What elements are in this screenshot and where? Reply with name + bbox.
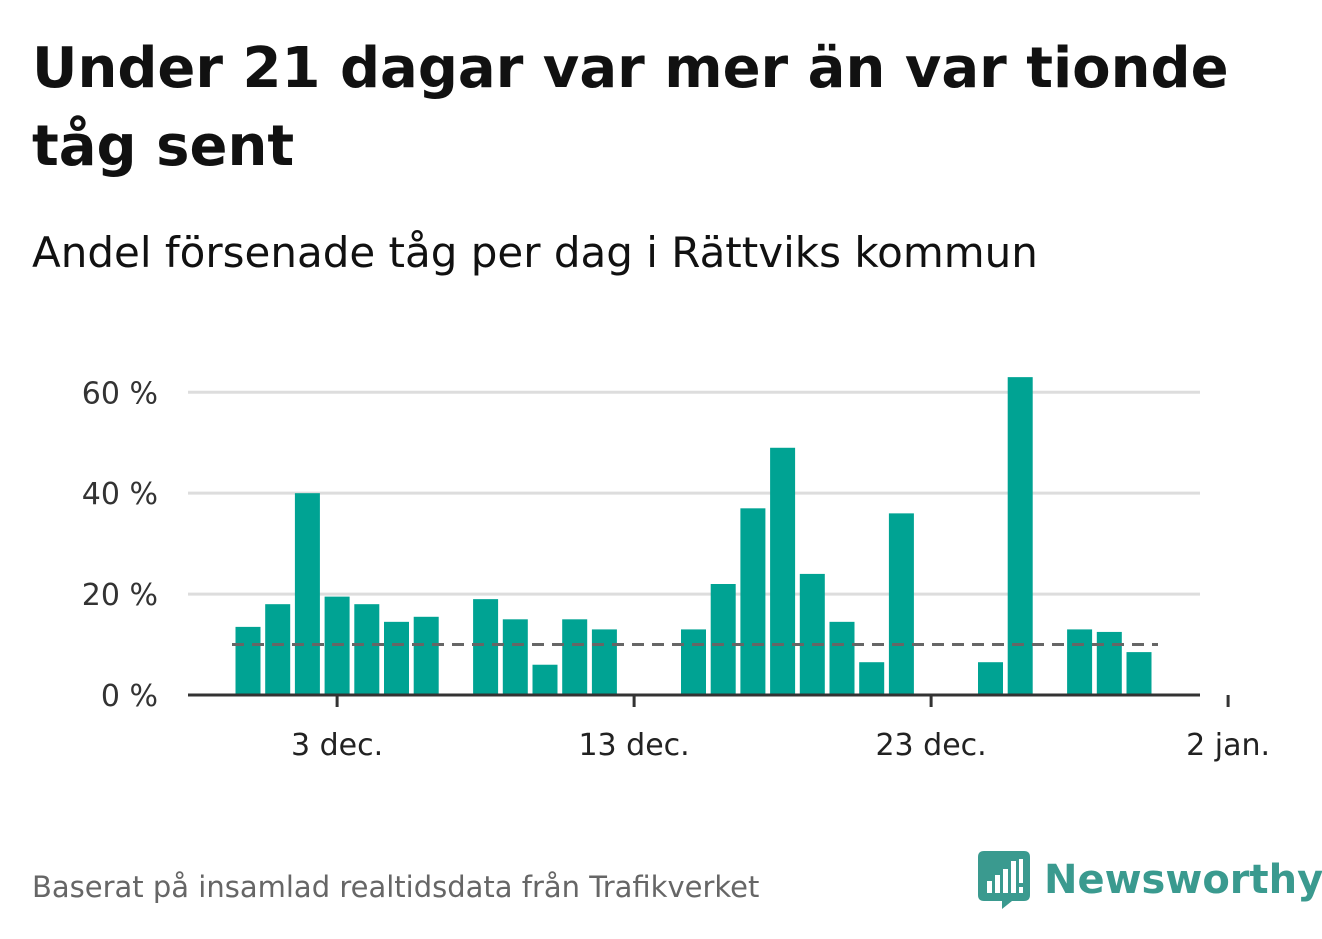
x-tick-label: 13 dec. [578,728,689,763]
bar [473,599,499,695]
bar [532,664,558,695]
brand-name: Newsworthy [1044,857,1322,903]
gridlines [188,390,1200,596]
bar [413,616,439,695]
bar [562,619,588,695]
x-axis-labels: 3 dec. 13 dec. 23 dec. 2 jan. [291,728,1270,763]
bars [235,377,1152,695]
bar [740,508,766,695]
bar [1096,631,1122,695]
y-tick-label: 60 % [82,376,158,411]
bar-chart: 0 % 20 % 40 % 60 % 3 dec. 13 dec. 23 dec. 2 ja… [82,376,1270,763]
bar-chart-speech-bubble-icon [978,851,1030,909]
bar [591,629,617,695]
bar [235,626,261,695]
bar [265,604,291,695]
y-axis-labels: 0 % 20 % 40 % 60 % [82,376,158,714]
y-tick-label: 40 % [82,477,158,512]
chart-title: Under 21 dagar var mer än var tionde tåg… [32,36,1229,179]
bar [710,584,736,695]
newsworthy-logo[interactable]: Newsworthy [978,850,1322,910]
y-tick-label: 0 % [101,679,158,714]
bar [859,662,885,695]
x-tick-label: 23 dec. [875,728,986,763]
source-note: Baserat på insamlad realtidsdata från Tr… [32,870,760,904]
bar [888,513,914,695]
bar [502,619,528,695]
x-tick-label: 3 dec. [291,728,383,763]
bar [978,662,1003,695]
bar [384,621,409,695]
chart-subtitle: Andel försenade tåg per dag i Rättviks k… [32,228,1038,277]
x-axis [188,693,1230,707]
bar [294,493,320,695]
bar [799,573,825,695]
bar [1126,652,1152,695]
bar [1067,629,1093,695]
bar [1007,377,1033,695]
x-tick-label: 2 jan. [1186,728,1270,763]
bar [829,621,855,695]
bar [681,629,706,695]
y-tick-label: 20 % [82,578,158,613]
bar [354,604,380,695]
bar [770,447,796,695]
